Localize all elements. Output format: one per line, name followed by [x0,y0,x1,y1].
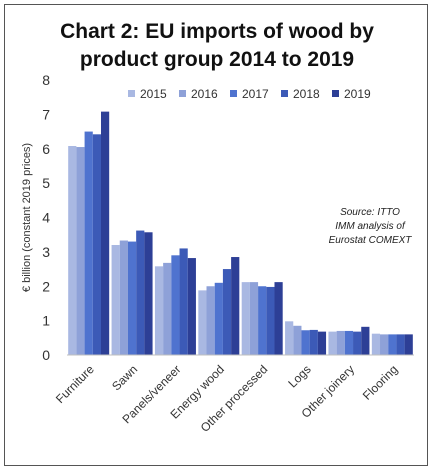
bar-energy-wood-2016 [206,286,215,355]
bar-logs-2019 [317,331,327,355]
bar-flooring-2019 [404,334,413,355]
bar-logs-2015 [285,321,294,355]
source-line: Source: ITTO [340,207,400,218]
y-tick-label: 6 [42,141,50,157]
bar-flooring-2018 [396,334,405,355]
bar-logs-2018 [309,329,318,355]
legend-swatch-2019 [332,90,339,97]
y-tick-label: 4 [42,210,50,226]
legend: 2015 2016 2017 2018 2019 [128,87,371,101]
bar-furniture-2016 [76,147,85,355]
bar-energy-wood-2015 [198,290,207,355]
legend-label-2019: 2019 [344,87,371,101]
bar-panels-veneer-2015 [154,266,164,355]
bar-panels-veneer-2018 [179,248,188,355]
legend-swatch-2017 [230,90,237,97]
bar-furniture-2015 [68,146,77,355]
bar-other-joinery-2017 [344,330,354,355]
chart-title-line-1: Chart 2: EU imports of wood by [60,20,374,43]
legend-label-2018: 2018 [293,87,320,101]
x-tick-label: Logs [285,362,313,390]
bar-other-processed-2016 [249,282,259,355]
bar-other-joinery-2016 [336,330,345,355]
bar-other-processed-2015 [241,282,250,355]
legend-label-2015: 2015 [140,87,167,101]
chart-frame [4,4,428,466]
chart-title: Chart 2: EU imports of wood by product g… [10,18,424,74]
bar-panels-veneer-2019 [187,258,196,355]
legend-swatch-2016 [179,90,186,97]
y-tick-label: 7 [42,106,50,122]
bar-other-processed-2018 [266,286,275,355]
bar-logs-2017 [301,330,310,355]
legend-swatch-2018 [281,90,288,97]
chart-title-line-2: product group 2014 to 2019 [79,48,355,71]
bar-furniture-2017 [84,131,93,355]
bar-other-joinery-2018 [353,331,362,355]
bar-furniture-2019 [100,111,110,355]
source-line: IMM analysis of [335,221,406,232]
bar-energy-wood-2019 [231,257,240,355]
legend-swatch-2015 [128,90,135,97]
bar-sawn-2015 [111,245,120,355]
x-tick-label: Furniture [53,362,97,406]
legend-label-2017: 2017 [242,87,269,101]
bar-panels-veneer-2017 [171,255,180,355]
bar-panels-veneer-2016 [163,262,172,355]
y-tick-label: 8 [42,72,50,88]
y-tick-label: 2 [42,278,50,294]
bar-sawn-2018 [136,230,145,355]
bar-energy-wood-2018 [222,269,232,355]
source-line: Eurostat COMEXT [329,235,413,246]
bar-sawn-2019 [144,232,153,355]
y-tick-label: 5 [42,175,50,191]
legend-label-2016: 2016 [191,87,218,101]
bar-flooring-2017 [388,334,397,355]
y-axis: 0 1 2 3 4 5 6 7 8 € billion (constant 2019 prices… [21,72,50,363]
y-axis-title: € billion (constant 2019 prices) [21,143,33,292]
bar-flooring-2016 [380,334,389,355]
bar-other-joinery-2019 [361,326,370,355]
bar-energy-wood-2017 [214,282,223,355]
y-tick-label: 0 [42,347,50,363]
y-tick-label: 3 [42,244,50,260]
bar-sawn-2017 [127,241,137,355]
x-tick-label: Flooring [360,362,401,403]
bar-logs-2016 [293,325,302,355]
x-tick-label: Sawn [109,362,140,393]
bar-other-processed-2019 [274,282,283,355]
bar-sawn-2016 [119,240,128,355]
bar-other-processed-2017 [258,286,267,355]
bars [68,111,413,355]
bar-other-joinery-2015 [328,331,337,355]
bar-flooring-2015 [371,333,381,355]
y-tick-label: 1 [42,313,50,329]
bar-furniture-2018 [92,134,101,355]
source-annotation: Source: ITTO IMM analysis of Eurostat COME… [329,207,413,246]
